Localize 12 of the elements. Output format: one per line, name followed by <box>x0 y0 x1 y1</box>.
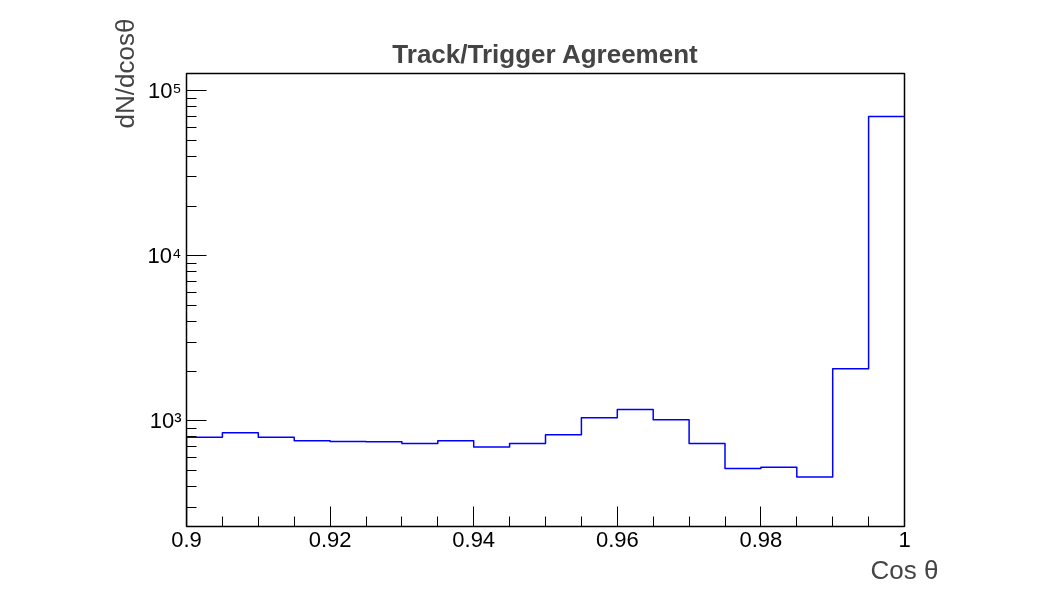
x-tick-label: 0.98 <box>739 526 783 552</box>
x-tick-label: 0.9 <box>171 526 202 552</box>
y-axis-title: dN/dcosθ <box>109 18 140 129</box>
x-tick-label: 1 <box>898 526 911 552</box>
chart-title: Track/Trigger Agreement <box>392 38 699 69</box>
x-tick-label: 0.92 <box>308 526 352 552</box>
y-tick-label: 10⁵ <box>147 78 182 104</box>
y-tick-label: 10⁴ <box>147 243 182 269</box>
x-axis-title: Cos θ <box>870 554 939 585</box>
x-tick-label: 0.96 <box>595 526 639 552</box>
y-tick-label: 10³ <box>149 408 182 434</box>
x-tick-label: 0.94 <box>452 526 496 552</box>
